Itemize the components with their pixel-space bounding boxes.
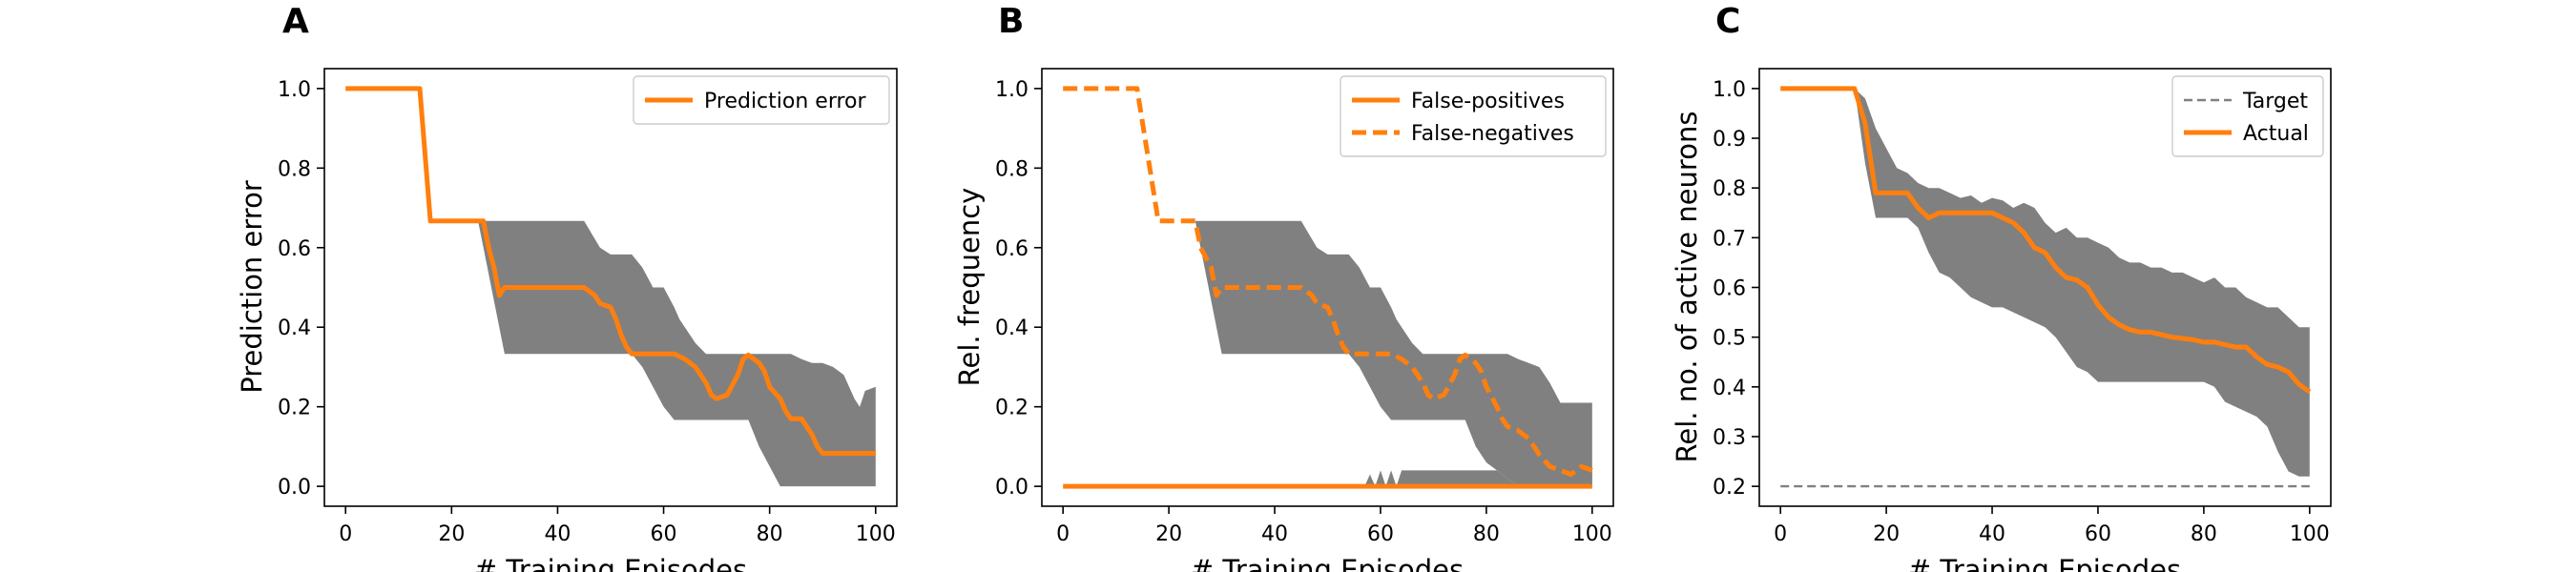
panel-a: A 0 20 40 60 80 100 0.0 0.2 0.4 0.6 0.8 1.0 # Train… [236, 2, 898, 572]
panel-b-x-tick-label-2: 40 [1261, 522, 1288, 546]
panel-c-x-tick-label-4: 80 [2191, 522, 2217, 546]
panel-b-x-tick-label-1: 20 [1155, 522, 1182, 546]
panel-b-ticks: 0 20 40 60 80 100 0.0 0.2 0.4 0.6 0.8 1.0 [995, 78, 1612, 546]
panel-c-series-2-line [1780, 86, 2312, 395]
panel-a-series-lines [345, 86, 876, 456]
panel-c-y-tick-label-4: 0.6 [1713, 277, 1746, 301]
panel-a-axes-frame [323, 68, 898, 507]
panel-c-y-tick-label-3: 0.5 [1713, 327, 1746, 351]
panel-a-y-tick-label-4: 0.8 [278, 157, 311, 181]
panel-b-legend: False-positives False-negatives [1340, 75, 1607, 157]
panel-c-y-tick-label-2: 0.4 [1713, 377, 1746, 400]
panel-a-x-tick-label-0: 0 [339, 522, 352, 546]
panel-b-series-2-line [1063, 86, 1593, 478]
panel-b-legend-label-2: False-negatives [1411, 122, 1574, 146]
panel-a-y-tick-label-1: 0.2 [278, 397, 311, 420]
panel-c-y-tick-label-0: 0.2 [1713, 476, 1746, 500]
panel-c-y-tick-label-7: 0.9 [1713, 128, 1746, 152]
panel-a-y-tick-label-0: 0.0 [278, 476, 311, 500]
panel-c-y-tick-label-6: 0.8 [1713, 177, 1746, 201]
panel-c-x-tick-label-5: 100 [2290, 522, 2330, 546]
panel-b-y-tick-label-4: 0.8 [995, 157, 1028, 181]
panel-a-x-tick-label-1: 20 [438, 522, 465, 546]
panel-b-y-tick-label-0: 0.0 [995, 476, 1028, 500]
panel-b-x-tick-label-4: 80 [1473, 522, 1500, 546]
panel-b-y-tick-label-1: 0.2 [995, 397, 1028, 420]
panel-c-legend-label-2: Actual [2243, 122, 2309, 146]
panel-b-x-tick-label-3: 60 [1367, 522, 1394, 546]
panel-c-y-axis-label: Rel. no. of active neurons [1671, 112, 1703, 463]
panel-b-legend-label-1: False-positives [1411, 90, 1565, 113]
panel-a-x-axis-label: # Training Episodes [474, 554, 747, 572]
panel-a-x-tick-label-5: 100 [856, 522, 896, 546]
panel-a-y-tick-label-5: 1.0 [278, 78, 311, 102]
panel-c-x-axis-label: # Training Episodes [1908, 554, 2181, 572]
panel-b-y-tick-label-3: 0.6 [995, 237, 1028, 261]
panel-b-label: B [998, 2, 1024, 41]
panel-c-x-tick-label-3: 60 [2085, 522, 2111, 546]
panel-a-x-tick-label-2: 40 [544, 522, 571, 546]
panel-c-x-tick-label-1: 20 [1873, 522, 1900, 546]
panel-a-x-tick-label-3: 60 [651, 522, 677, 546]
panel-b-series-lines [1063, 86, 1593, 489]
panel-a-y-axis-label: Prediction error [236, 180, 268, 394]
panel-b-y-axis-label: Rel. frequency [953, 188, 986, 387]
panel-c-y-tick-label-1: 0.3 [1713, 426, 1746, 450]
panel-b: B 0 20 40 60 80 100 0.0 0.2 0.4 0.6 0.8 1.0 # Train… [953, 2, 1614, 572]
panel-c-legend-box [2171, 75, 2324, 157]
panel-a-y-tick-label-2: 0.4 [278, 317, 311, 340]
panel-c-x-tick-label-2: 40 [1979, 522, 2005, 546]
panel-b-x-tick-label-0: 0 [1056, 522, 1070, 546]
panel-c: C 0 20 40 60 80 100 0.2 0.3 0.4 0.5 0.6 0.7 0.8 0.9 1.… [1671, 2, 2332, 572]
panel-b-legend-box [1340, 75, 1607, 157]
panel-c-y-tick-label-5: 0.7 [1713, 227, 1746, 251]
panel-c-label: C [1715, 2, 1740, 41]
panel-c-legend-label-1: Target [2242, 90, 2308, 113]
panel-b-y-tick-label-5: 1.0 [995, 78, 1028, 102]
panel-b-x-tick-label-5: 100 [1572, 522, 1612, 546]
panel-b-y-tick-label-2: 0.4 [995, 317, 1028, 340]
panel-a-series-1-line [345, 86, 876, 456]
panel-a-ticks: 0 20 40 60 80 100 0.0 0.2 0.4 0.6 0.8 1.0 [278, 78, 896, 546]
panel-c-x-tick-label-0: 0 [1774, 522, 1787, 546]
panel-c-legend: Target Actual [2171, 75, 2324, 157]
panel-c-ticks: 0 20 40 60 80 100 0.2 0.3 0.4 0.5 0.6 0.7 0.8 0.9 1.0 [1713, 78, 2330, 546]
panel-a-legend: Prediction error [633, 75, 890, 125]
panel-a-legend-box [633, 75, 890, 125]
panel-b-x-axis-label: # Training Episodes [1191, 554, 1464, 572]
panel-a-label: A [282, 2, 309, 41]
panel-c-y-tick-label-8: 1.0 [1713, 78, 1746, 102]
panel-b-band-2 [1364, 470, 1592, 487]
panel-c-series-lines [1780, 86, 2312, 488]
panel-a-legend-label-1: Prediction error [704, 90, 866, 113]
panel-a-x-tick-label-4: 80 [757, 522, 783, 546]
panel-a-y-tick-label-3: 0.6 [278, 237, 311, 261]
panel-b-axes-frame [1041, 68, 1614, 507]
